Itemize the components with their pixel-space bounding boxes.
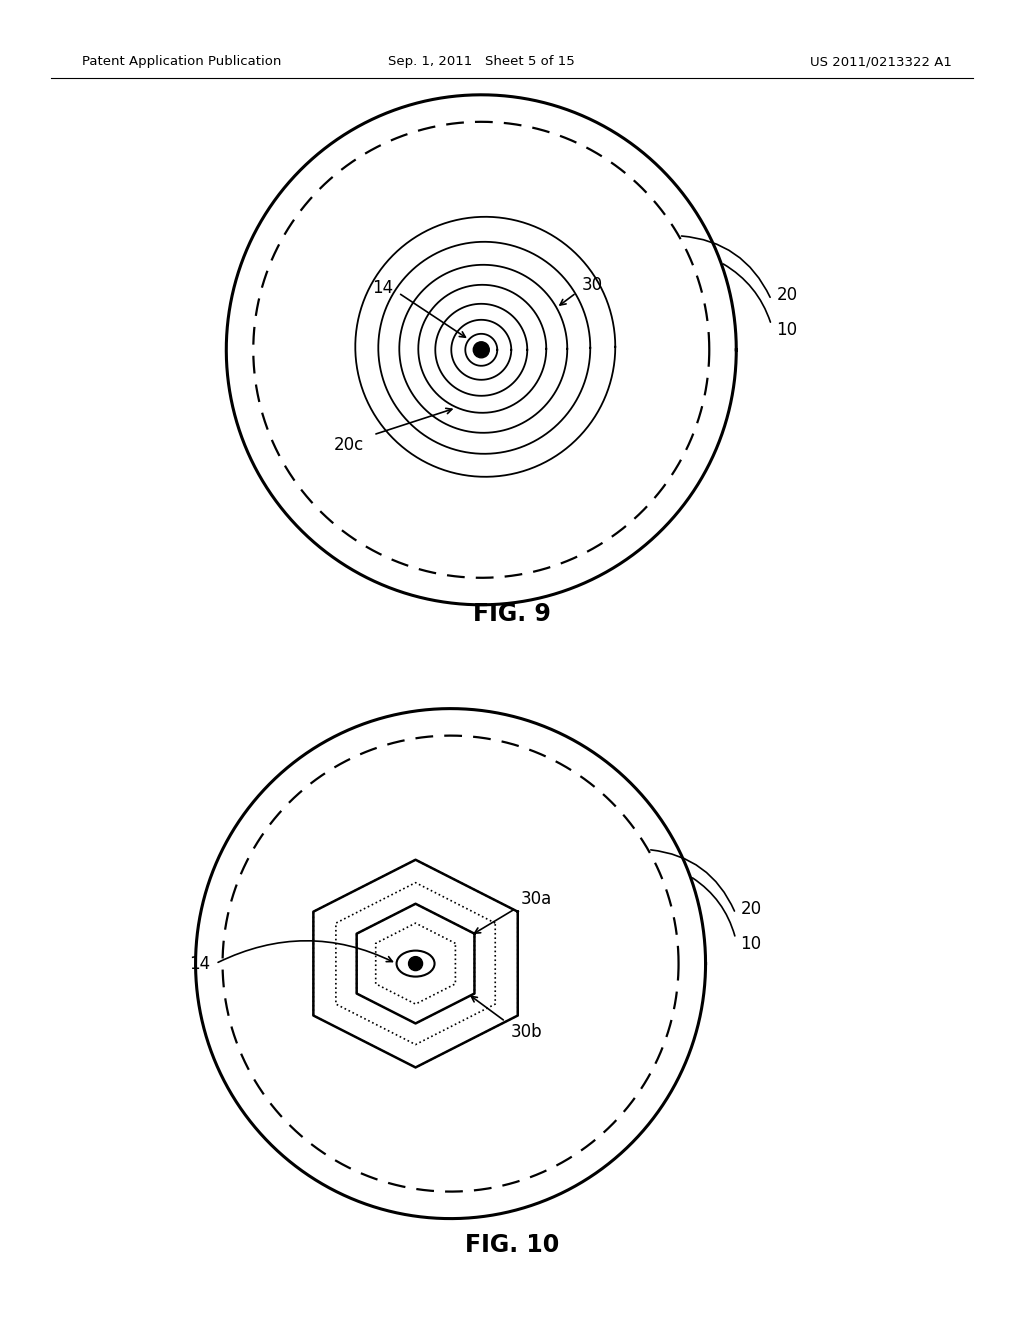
Circle shape bbox=[409, 957, 423, 970]
Text: Patent Application Publication: Patent Application Publication bbox=[82, 55, 282, 69]
Text: FIG. 10: FIG. 10 bbox=[465, 1233, 559, 1257]
Text: 10: 10 bbox=[740, 935, 762, 953]
Ellipse shape bbox=[396, 950, 434, 977]
Text: US 2011/0213322 A1: US 2011/0213322 A1 bbox=[810, 55, 952, 69]
Text: 30b: 30b bbox=[511, 1023, 542, 1040]
Text: 14: 14 bbox=[189, 954, 211, 973]
Text: 20c: 20c bbox=[333, 436, 364, 454]
Text: 20: 20 bbox=[776, 286, 798, 304]
Text: 20: 20 bbox=[740, 900, 762, 917]
Text: 14: 14 bbox=[372, 279, 393, 297]
Text: 10: 10 bbox=[776, 321, 798, 339]
Text: FIG. 9: FIG. 9 bbox=[473, 602, 551, 626]
Text: 30a: 30a bbox=[520, 890, 552, 908]
Circle shape bbox=[473, 342, 489, 358]
Text: Sep. 1, 2011   Sheet 5 of 15: Sep. 1, 2011 Sheet 5 of 15 bbox=[388, 55, 574, 69]
Text: 30: 30 bbox=[582, 276, 602, 294]
